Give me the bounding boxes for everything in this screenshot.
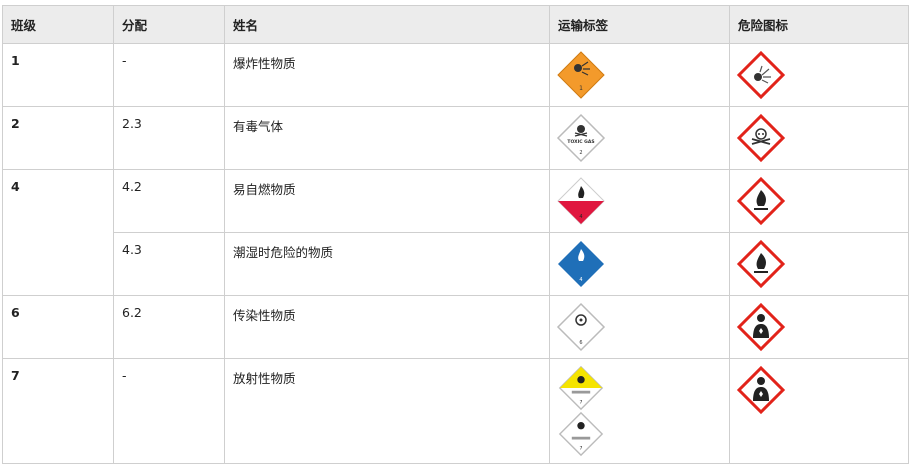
division-cell: - [113, 358, 225, 464]
header-transport-label: 运输标签 [549, 5, 730, 44]
transport-label-cell: 6 [549, 295, 730, 359]
class-cell: 2 [2, 106, 114, 170]
name-cell: 爆炸性物质 [224, 43, 550, 107]
skull-crossbones-icon [736, 113, 786, 163]
svg-text:7: 7 [580, 400, 583, 406]
division-cell: 2.3 [113, 106, 225, 170]
name-cell: 传染性物质 [224, 295, 550, 359]
explosive-label-icon: 1 [557, 51, 605, 99]
table-row: 1 - 爆炸性物质 1 [2, 43, 909, 107]
svg-text:7: 7 [580, 446, 583, 452]
spontaneously-combustible-label-icon: 4 [557, 177, 605, 225]
class-cell: 7 [2, 358, 114, 464]
header-division: 分配 [113, 5, 225, 44]
name-cell: 潮湿时危险的物质 [224, 232, 550, 296]
table-row: 6 6.2 传染性物质 6 [2, 295, 909, 359]
hazard-class-table: 班级 分配 姓名 运输标签 危险图标 1 - 爆炸性物质 1 2 2.3 有毒气… [2, 5, 909, 464]
table-row: 4 4.2 易自燃物质 4 [2, 169, 909, 296]
division-cell: 6.2 [113, 295, 225, 359]
class-cell: 1 [2, 43, 114, 107]
svg-text:TOXIC GAS: TOXIC GAS [567, 139, 594, 145]
svg-text:6: 6 [579, 340, 582, 346]
header-name: 姓名 [224, 5, 550, 44]
hazard-pictogram-cell [729, 358, 909, 464]
table-row: 7 - 放射性物质 7 7 [2, 358, 909, 464]
hazard-pictogram-cell [729, 106, 909, 170]
transport-label-cell: 1 [549, 43, 730, 107]
division-cell: 4.3 [113, 232, 225, 296]
health-hazard-icon [736, 302, 786, 352]
division-cell: - [113, 43, 225, 107]
health-hazard-icon [736, 365, 786, 415]
toxic-gas-label-icon: TOXIC GAS 2 [556, 113, 606, 163]
division-cell: 4.2 [113, 169, 225, 233]
transport-label-cell: 4 [549, 232, 730, 296]
exploding-bomb-icon [736, 50, 786, 100]
radioactive-white-label-icon: 7 [558, 411, 604, 457]
name-cell: 有毒气体 [224, 106, 550, 170]
flame-icon [736, 176, 786, 226]
class-cell: 6 [2, 295, 114, 359]
hazard-pictogram-cell [729, 295, 909, 359]
table-row: 2 2.3 有毒气体 TOXIC GAS 2 [2, 106, 909, 170]
header-class: 班级 [2, 5, 114, 44]
svg-text:1: 1 [579, 85, 583, 92]
table-row: 4.3 潮湿时危险的物质 4 [3, 232, 909, 296]
transport-label-cell: TOXIC GAS 2 [549, 106, 730, 170]
hazard-pictogram-cell [729, 232, 909, 296]
flame-icon [736, 239, 786, 289]
svg-text:4: 4 [579, 214, 582, 220]
table-header-row: 班级 分配 姓名 运输标签 危险图标 [2, 5, 909, 44]
class-cell: 4 [2, 169, 114, 296]
radioactive-yellow-label-icon: 7 [558, 365, 604, 411]
hazard-pictogram-cell [729, 169, 909, 233]
name-cell: 放射性物质 [224, 358, 550, 464]
infectious-substance-label-icon: 6 [556, 302, 606, 352]
svg-text:2: 2 [579, 150, 582, 156]
svg-text:4: 4 [579, 277, 582, 283]
hazard-pictogram-cell [729, 43, 909, 107]
transport-label-cell: 7 7 [549, 358, 730, 464]
dangerous-when-wet-label-icon: 4 [558, 241, 604, 287]
header-hazard-pictogram: 危险图标 [729, 5, 909, 44]
name-cell: 易自燃物质 [224, 169, 550, 233]
transport-label-cell: 4 [549, 169, 730, 233]
